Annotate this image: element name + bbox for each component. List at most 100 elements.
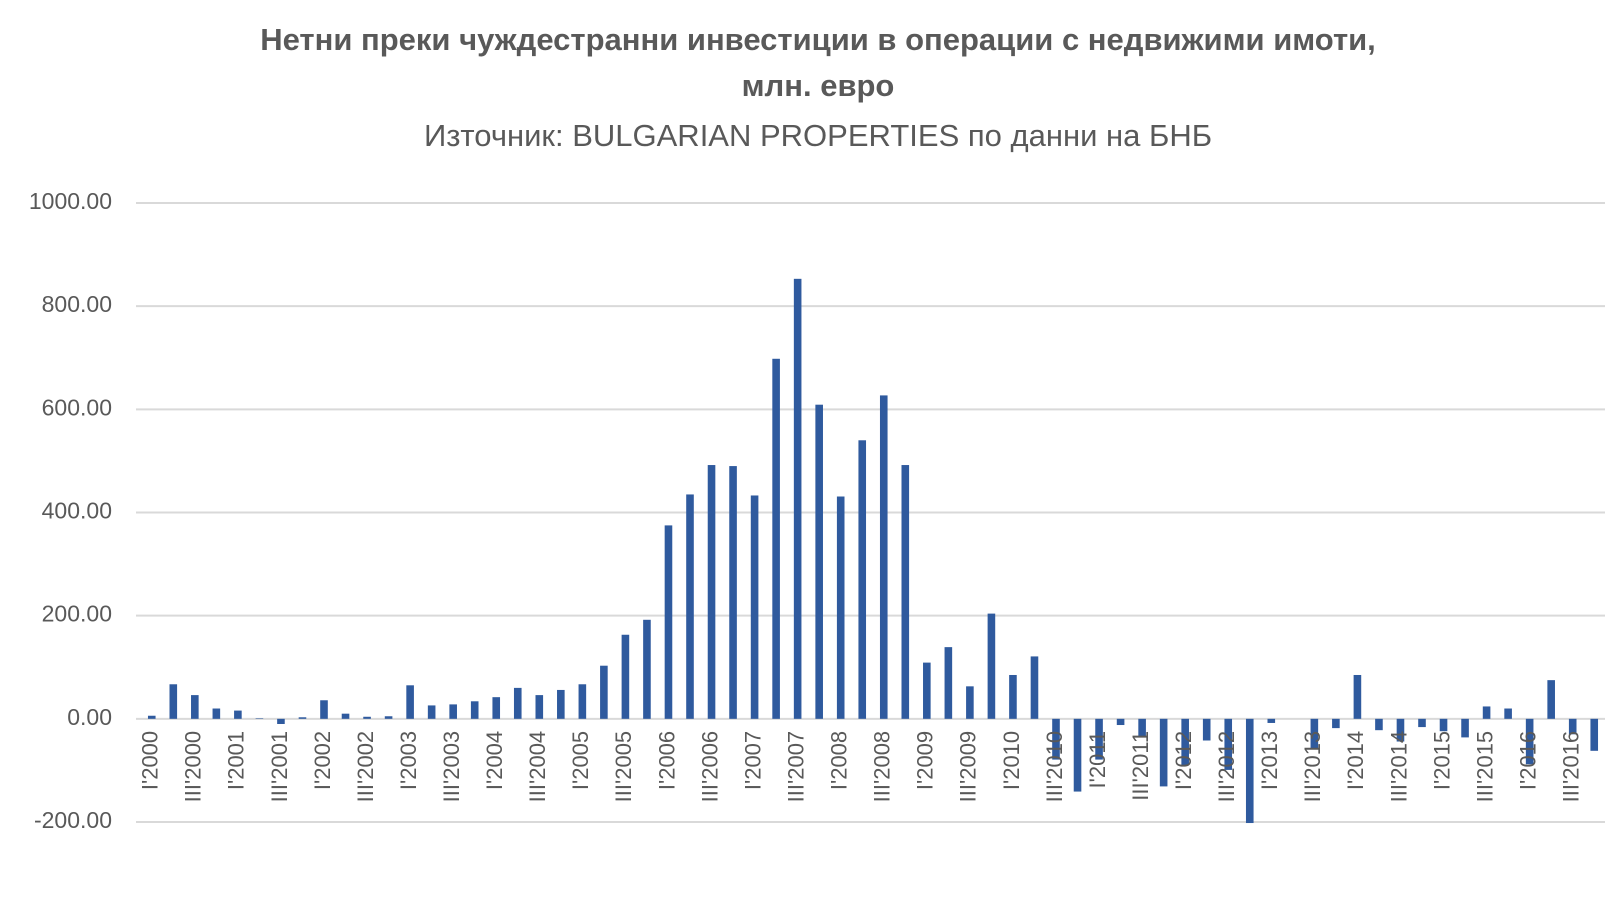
x-tick-label: III'2016 bbox=[1559, 731, 1584, 802]
bar bbox=[535, 695, 544, 719]
bar bbox=[643, 619, 651, 719]
x-tick-label: III'2015 bbox=[1472, 731, 1497, 802]
bar bbox=[664, 525, 673, 719]
bar bbox=[1095, 718, 1103, 760]
x-tick-label: III'2007 bbox=[783, 731, 808, 802]
x-tick-label: III'2013 bbox=[1300, 731, 1325, 802]
bar bbox=[1482, 706, 1491, 719]
x-tick-label: III'2005 bbox=[611, 731, 636, 802]
bar bbox=[793, 278, 802, 719]
x-tick-label: I'2015 bbox=[1429, 731, 1454, 790]
x-tick-label: III'2002 bbox=[353, 731, 378, 802]
bar bbox=[1353, 674, 1362, 719]
bar bbox=[427, 705, 436, 719]
chart-subtitle: Източник: BULGARIAN PROPERTIES по данни … bbox=[424, 118, 1212, 153]
chart-title: Нетни преки чуждестранни инвестиции в оп… bbox=[260, 22, 1376, 57]
x-tick-label: I'2000 bbox=[138, 731, 163, 790]
bar bbox=[1504, 708, 1512, 719]
bar bbox=[729, 466, 737, 719]
x-tick-label: III'2014 bbox=[1386, 731, 1411, 802]
x-tick-label: I'2009 bbox=[913, 731, 938, 790]
x-tick-label: III'2011 bbox=[1128, 731, 1153, 801]
bar bbox=[1396, 718, 1405, 742]
x-tick-label: I'2002 bbox=[310, 731, 335, 790]
bar bbox=[363, 716, 371, 719]
bar bbox=[1267, 718, 1276, 723]
bar bbox=[750, 495, 759, 719]
bar bbox=[901, 465, 910, 719]
bar bbox=[772, 358, 780, 719]
bar bbox=[449, 704, 457, 719]
x-tick-label: I'2003 bbox=[396, 731, 421, 790]
x-tick-label: III'2010 bbox=[1042, 731, 1067, 802]
bar bbox=[1052, 718, 1060, 760]
bar bbox=[1375, 718, 1383, 731]
bar bbox=[1009, 674, 1017, 719]
bar bbox=[147, 715, 156, 719]
y-tick-label: 400.00 bbox=[42, 498, 112, 524]
x-tick-label: I'2004 bbox=[482, 731, 507, 790]
bar bbox=[1439, 718, 1448, 732]
x-tick-label: I'2013 bbox=[1257, 731, 1282, 790]
x-tick-label: I'2012 bbox=[1171, 731, 1196, 790]
x-tick-label: III'2006 bbox=[697, 731, 722, 802]
bar bbox=[255, 718, 264, 719]
bar bbox=[923, 662, 931, 719]
bar bbox=[470, 701, 479, 719]
bar bbox=[341, 713, 350, 719]
x-tick-label: III'2012 bbox=[1214, 731, 1239, 802]
bar bbox=[1202, 718, 1211, 741]
bar bbox=[1418, 718, 1426, 728]
bar bbox=[879, 395, 888, 719]
y-tick-label: 200.00 bbox=[42, 601, 112, 627]
bar bbox=[320, 700, 328, 719]
bar bbox=[578, 684, 587, 719]
y-tick-label: -200.00 bbox=[34, 807, 112, 833]
bar bbox=[169, 684, 178, 719]
bar bbox=[1030, 656, 1039, 719]
bar bbox=[1461, 718, 1469, 738]
x-tick-label: I'2005 bbox=[568, 731, 593, 790]
x-tick-label: I'2006 bbox=[654, 731, 679, 790]
y-tick-label: 600.00 bbox=[42, 394, 112, 420]
bar bbox=[191, 695, 199, 719]
bar bbox=[1310, 718, 1319, 749]
x-tick-label: III'2000 bbox=[181, 731, 206, 802]
bar bbox=[858, 440, 867, 719]
bar bbox=[1525, 718, 1534, 765]
bar bbox=[815, 404, 823, 719]
bar bbox=[1138, 718, 1146, 737]
x-tick-label: I'2016 bbox=[1515, 731, 1540, 790]
bar bbox=[212, 708, 221, 719]
x-tick-label: I'2007 bbox=[740, 731, 765, 790]
bar bbox=[621, 634, 630, 719]
bar bbox=[944, 647, 953, 719]
x-tick-label: III'2001 bbox=[267, 731, 292, 802]
bar bbox=[600, 665, 608, 719]
bar bbox=[1181, 718, 1189, 766]
x-tick-label: I'2011 bbox=[1085, 731, 1110, 789]
bar bbox=[1116, 718, 1125, 726]
bar bbox=[707, 465, 716, 719]
bar bbox=[298, 717, 307, 719]
x-tick-label: III'2008 bbox=[870, 731, 895, 802]
bar bbox=[1073, 718, 1082, 792]
x-tick-label: I'2014 bbox=[1343, 731, 1368, 790]
bar bbox=[1159, 718, 1168, 787]
y-tick-label: 1000.00 bbox=[29, 188, 112, 214]
bar bbox=[513, 687, 522, 719]
x-tick-label: III'2009 bbox=[956, 731, 981, 802]
x-tick-label: I'2008 bbox=[827, 731, 852, 790]
x-tick-label: I'2001 bbox=[224, 731, 249, 790]
y-tick-label: 0.00 bbox=[67, 704, 112, 730]
bar bbox=[966, 686, 974, 719]
bar bbox=[277, 718, 285, 724]
bar bbox=[1568, 718, 1577, 735]
x-tick-label: III'2004 bbox=[525, 731, 550, 802]
bar bbox=[1224, 718, 1233, 770]
chart-title: млн. евро bbox=[742, 68, 895, 103]
x-tick-label: III'2003 bbox=[439, 731, 464, 802]
y-tick-label: 800.00 bbox=[42, 291, 112, 317]
bar bbox=[492, 697, 501, 719]
